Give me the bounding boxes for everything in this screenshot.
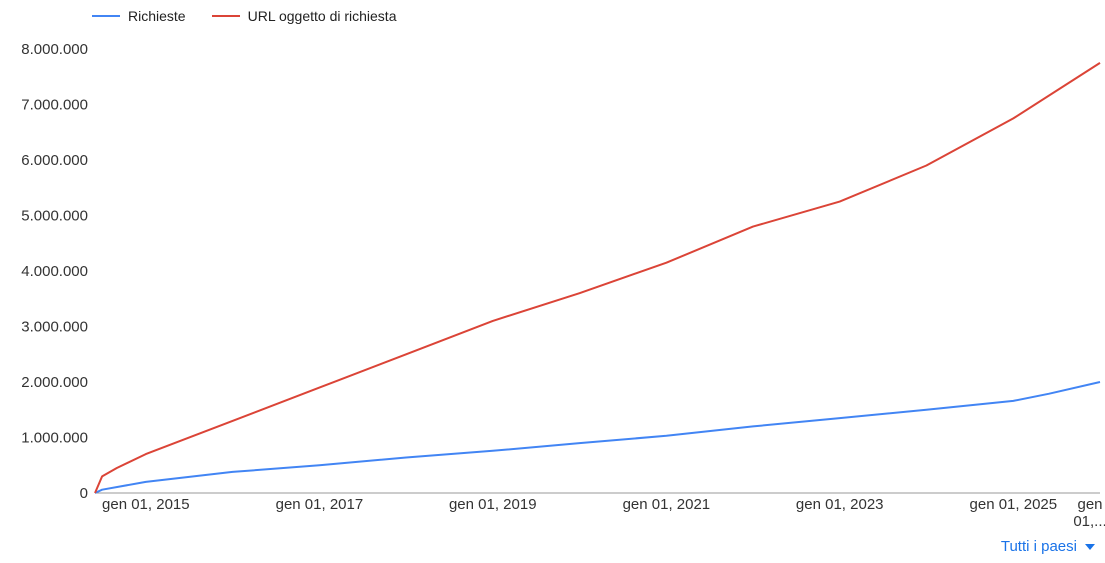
- x-axis-ticks: gen 01, 2015 gen 01, 2017 gen 01, 2019 gen …: [102, 496, 1105, 530]
- legend-swatch-url: [211, 15, 240, 17]
- legend-swatch-richieste: [92, 15, 120, 17]
- y-tick-label: 7.000.000: [21, 97, 88, 114]
- y-tick-label: 0: [80, 485, 88, 502]
- y-tick-label: 8.000.000: [21, 41, 88, 58]
- y-tick-label: 2.000.000: [21, 374, 88, 391]
- x-tick-label: gen 01, 2017: [276, 496, 364, 513]
- y-tick-label: 3.000.000: [21, 319, 88, 336]
- y-axis-ticks: 0 1.000.000 2.000.000 3.000.000 4.000.000 5.0…: [21, 41, 88, 502]
- series-lines: [94, 62, 1101, 494]
- x-tick-label: gen 01, 2019: [449, 496, 537, 513]
- series-line-url-oggetto[interactable]: [94, 62, 1101, 494]
- legend-label-richieste: Richieste: [128, 8, 186, 24]
- legend-item-richieste[interactable]: Richieste: [92, 8, 186, 24]
- country-filter-dropdown[interactable]: Tutti i paesi: [1001, 538, 1095, 555]
- country-filter-label: Tutti i paesi: [1000, 538, 1077, 555]
- x-tick-label: gen 01, 2021: [623, 496, 711, 513]
- x-tick-label: gen 01, 2023: [796, 496, 884, 513]
- dropdown-caret-icon: [1085, 543, 1095, 550]
- y-tick-label: 4.000.000: [21, 263, 88, 280]
- legend-label-url: URL oggetto di richiesta: [247, 8, 397, 24]
- legend-item-url[interactable]: URL oggetto di richiesta: [211, 8, 397, 24]
- y-tick-label: 5.000.000: [21, 208, 88, 225]
- y-tick-label: 6.000.000: [21, 152, 88, 169]
- chart-legend: Richieste URL oggetto di richiesta: [92, 8, 397, 24]
- x-tick-label: gen 01, 2015: [102, 496, 190, 513]
- x-tick-label: gen 01, 2025: [970, 496, 1058, 513]
- y-tick-label: 1.000.000: [21, 430, 88, 447]
- series-line-richieste[interactable]: [94, 381, 1101, 494]
- x-tick-label-last: gen 01,...: [1073, 496, 1105, 530]
